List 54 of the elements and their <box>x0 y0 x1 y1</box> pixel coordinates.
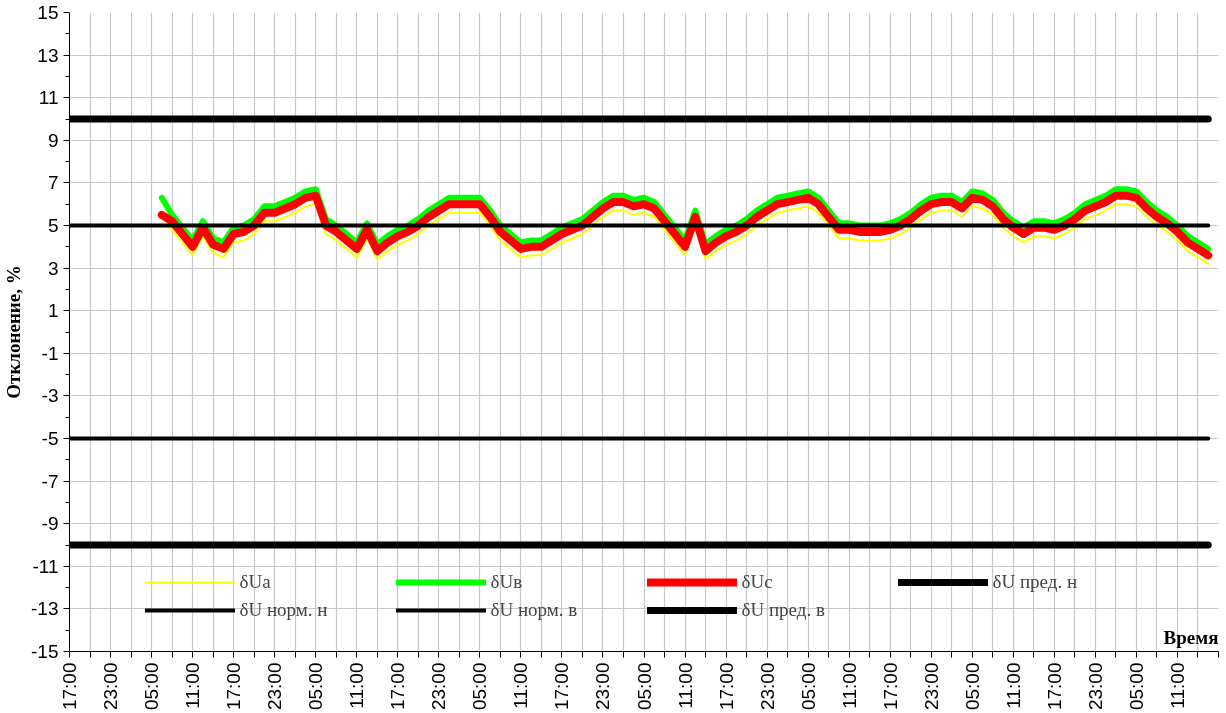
x-tick-label: 05:00 <box>469 662 491 711</box>
x-tick-label: 11:00 <box>182 662 204 709</box>
x-axis-title: Время <box>1163 626 1219 648</box>
y-tick-label: -5 <box>41 428 59 449</box>
legend-label: δUc <box>741 571 774 593</box>
x-tick-label: 05:00 <box>1125 662 1147 711</box>
x-tick-label: 23:00 <box>1084 662 1106 711</box>
x-tick-label: 05:00 <box>961 662 983 711</box>
legend-label: δUв <box>490 571 524 593</box>
legend-label: δU норм. н <box>239 599 329 621</box>
y-tick-label: -1 <box>41 342 59 364</box>
y-tick-label: 13 <box>37 44 59 66</box>
y-tick-label: -13 <box>31 598 59 620</box>
y-axis-title: Отклонение, % <box>3 265 25 399</box>
y-tick-label: 1 <box>47 300 59 322</box>
x-tick-label: 23:00 <box>428 662 450 711</box>
x-tick-label: 17:00 <box>879 662 901 711</box>
x-tick-label: 05:00 <box>305 662 327 711</box>
y-tick-label: 3 <box>47 257 59 279</box>
line-series <box>160 203 1210 265</box>
x-tick-label: 23:00 <box>920 662 942 711</box>
legend-label: δU норм. в <box>490 599 579 621</box>
legend-label: δUa <box>239 571 272 593</box>
x-tick-label: 17:00 <box>715 662 737 711</box>
y-tick-label: 11 <box>38 87 59 109</box>
y-tick-label: -11 <box>32 555 59 577</box>
y-tick-label: 9 <box>47 129 59 151</box>
x-tick-label: 17:00 <box>1043 662 1065 711</box>
legend-label: δU пред. н <box>992 571 1079 593</box>
x-tick-label: 11:00 <box>510 662 532 709</box>
x-tick-label: 05:00 <box>797 662 819 711</box>
x-tick-label: 11:00 <box>346 662 368 709</box>
x-tick-label: 17:00 <box>59 662 80 711</box>
x-tick-label: 23:00 <box>264 662 286 711</box>
x-tick-label: 05:00 <box>141 662 163 711</box>
x-tick-label: 23:00 <box>756 662 778 711</box>
y-tick-label: -3 <box>41 385 59 407</box>
x-tick-label: 23:00 <box>100 662 122 711</box>
y-tick-label: -15 <box>31 641 59 662</box>
x-tick-label: 17:00 <box>551 662 573 711</box>
x-tick-label: 11:00 <box>838 662 860 709</box>
x-tick-label: 23:00 <box>592 662 614 711</box>
x-tick-label: 05:00 <box>633 662 655 711</box>
x-tick-label: 11:00 <box>1166 662 1188 709</box>
y-tick-label: -7 <box>41 470 59 492</box>
x-tick-label: 17:00 <box>223 662 245 711</box>
legend-label: δU пред. в <box>741 599 826 621</box>
y-tick-label: 5 <box>47 215 59 236</box>
y-tick-label: 15 <box>37 2 59 23</box>
y-tick-label: 7 <box>47 172 59 194</box>
x-tick-label: 17:00 <box>387 662 409 711</box>
y-tick-label: -9 <box>41 513 59 535</box>
x-tick-label: 11:00 <box>674 662 696 709</box>
x-tick-label: 11:00 <box>1002 662 1024 709</box>
